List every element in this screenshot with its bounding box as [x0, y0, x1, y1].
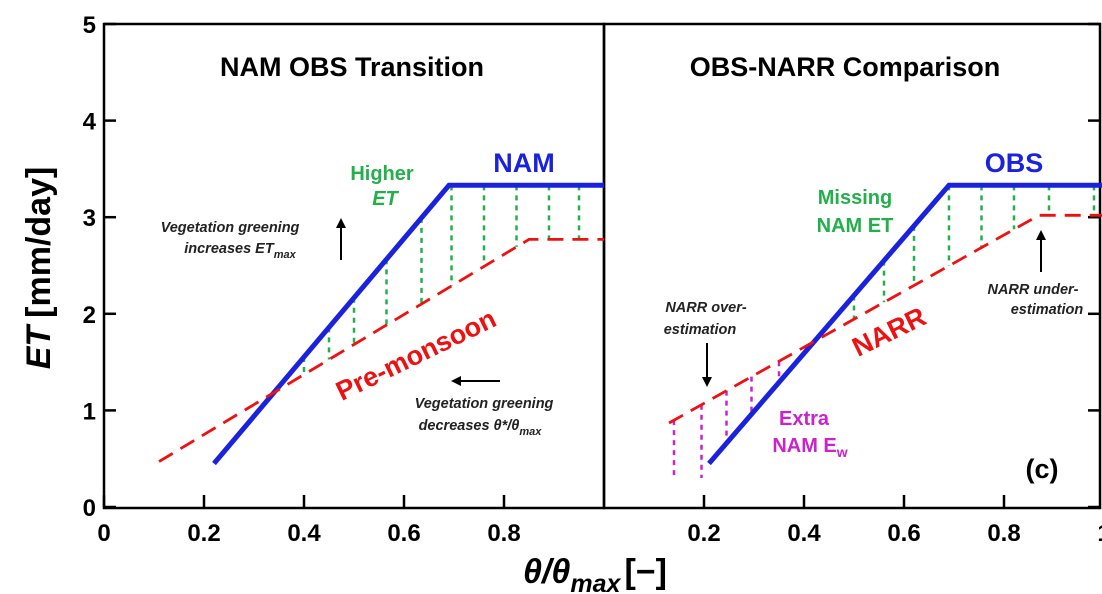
- obs-series-label: OBS: [985, 148, 1044, 178]
- premonsoon-series-label: Pre-monsoon: [331, 303, 501, 406]
- extra-ew-label-line2: NAM Ew: [772, 435, 847, 460]
- greening-decreases-line2: decreases θ*/θmax: [419, 418, 543, 438]
- left-fill-lines: [302, 185, 581, 375]
- x-axis-label: θ/θmax [−]: [523, 553, 667, 594]
- y-tick-label: 2: [83, 302, 96, 329]
- right-panel-title: OBS-NARR Comparison: [690, 52, 1001, 82]
- pre-monsoon-line: [158, 238, 604, 463]
- y-tick-label: 1: [83, 398, 96, 425]
- extra-ew-label-line1: Extra: [779, 408, 830, 430]
- higher-et-label-line2: ET: [372, 188, 399, 210]
- x-tick-label: 0.6: [387, 520, 420, 547]
- greening-decreases-sub: max: [519, 426, 542, 438]
- x-axis-ticks-right: 0.2 0.4 0.6 0.8 1: [687, 495, 1102, 547]
- narr-series-label: NARR: [847, 301, 930, 362]
- narr-over-line2: estimation: [664, 322, 737, 338]
- x-tick-label: 0.6: [887, 520, 920, 547]
- extra-ew-text: NAM E: [772, 435, 836, 457]
- x-tick-label: 0.2: [687, 520, 720, 547]
- extra-ew-sub: w: [836, 444, 848, 460]
- nam-series-label: NAM: [493, 148, 555, 178]
- y-tick-label: 4: [83, 109, 97, 136]
- missing-et-label-line2: NAM ET: [817, 215, 894, 237]
- x-tick-label: 0.8: [987, 520, 1020, 547]
- missing-et-label-line1: Missing: [818, 187, 892, 209]
- greening-decreases-line1: Vegetation greening: [415, 396, 554, 412]
- y-tick-label: 3: [83, 205, 96, 232]
- x-tick-label: 0.2: [187, 520, 220, 547]
- x-axis-label-units: [−]: [624, 553, 667, 591]
- narr-under-line2: estimation: [1011, 302, 1084, 318]
- x-tick-label: 0: [97, 520, 110, 547]
- y-tick-label: 5: [83, 12, 96, 39]
- x-axis-label-sub: max: [570, 570, 621, 594]
- narr-over-line1: NARR over-: [665, 300, 747, 316]
- x-axis-ticks-left: 0 0.2 0.4 0.6 0.8: [97, 495, 521, 547]
- greening-increases-sub: max: [274, 249, 297, 261]
- higher-et-label-line1: Higher: [350, 163, 414, 185]
- x-tick-label: 0.8: [487, 520, 520, 547]
- x-tick-label: 0.4: [287, 520, 321, 547]
- x-axis-label-theta: θ/θ: [523, 553, 570, 591]
- narr-under-line1: NARR under-: [987, 282, 1078, 298]
- series-layer: [158, 182, 1102, 466]
- y-axis-label-units: [mm/day]: [20, 167, 58, 318]
- y-axis-label-et: ET: [20, 323, 58, 370]
- left-panel-title: NAM OBS Transition: [220, 52, 484, 82]
- panel-tag: (c): [1026, 454, 1059, 484]
- greening-decreases-text: decreases θ*/θ: [419, 418, 520, 434]
- right-panel-frame: [602, 22, 1102, 510]
- right-magenta-fill-lines: [672, 361, 781, 479]
- greening-increases-text: increases ET: [184, 241, 275, 257]
- y-tick-label: 0: [83, 495, 96, 522]
- y-axis-label: ET [mm/day]: [20, 167, 58, 370]
- y-axis-ticks: 0 1 2 3 4 5: [83, 12, 1100, 522]
- greening-increases-line1: Vegetation greening: [161, 220, 300, 236]
- nam-line: [212, 182, 604, 466]
- obs-line: [707, 182, 1102, 466]
- x-tick-label: 0.4: [787, 520, 821, 547]
- right-green-fill-lines: [852, 185, 1096, 320]
- x-tick-label: 1: [1097, 520, 1102, 547]
- greening-increases-line2: increases ETmax: [184, 241, 296, 261]
- missing-et-text: NAM ET: [817, 215, 894, 237]
